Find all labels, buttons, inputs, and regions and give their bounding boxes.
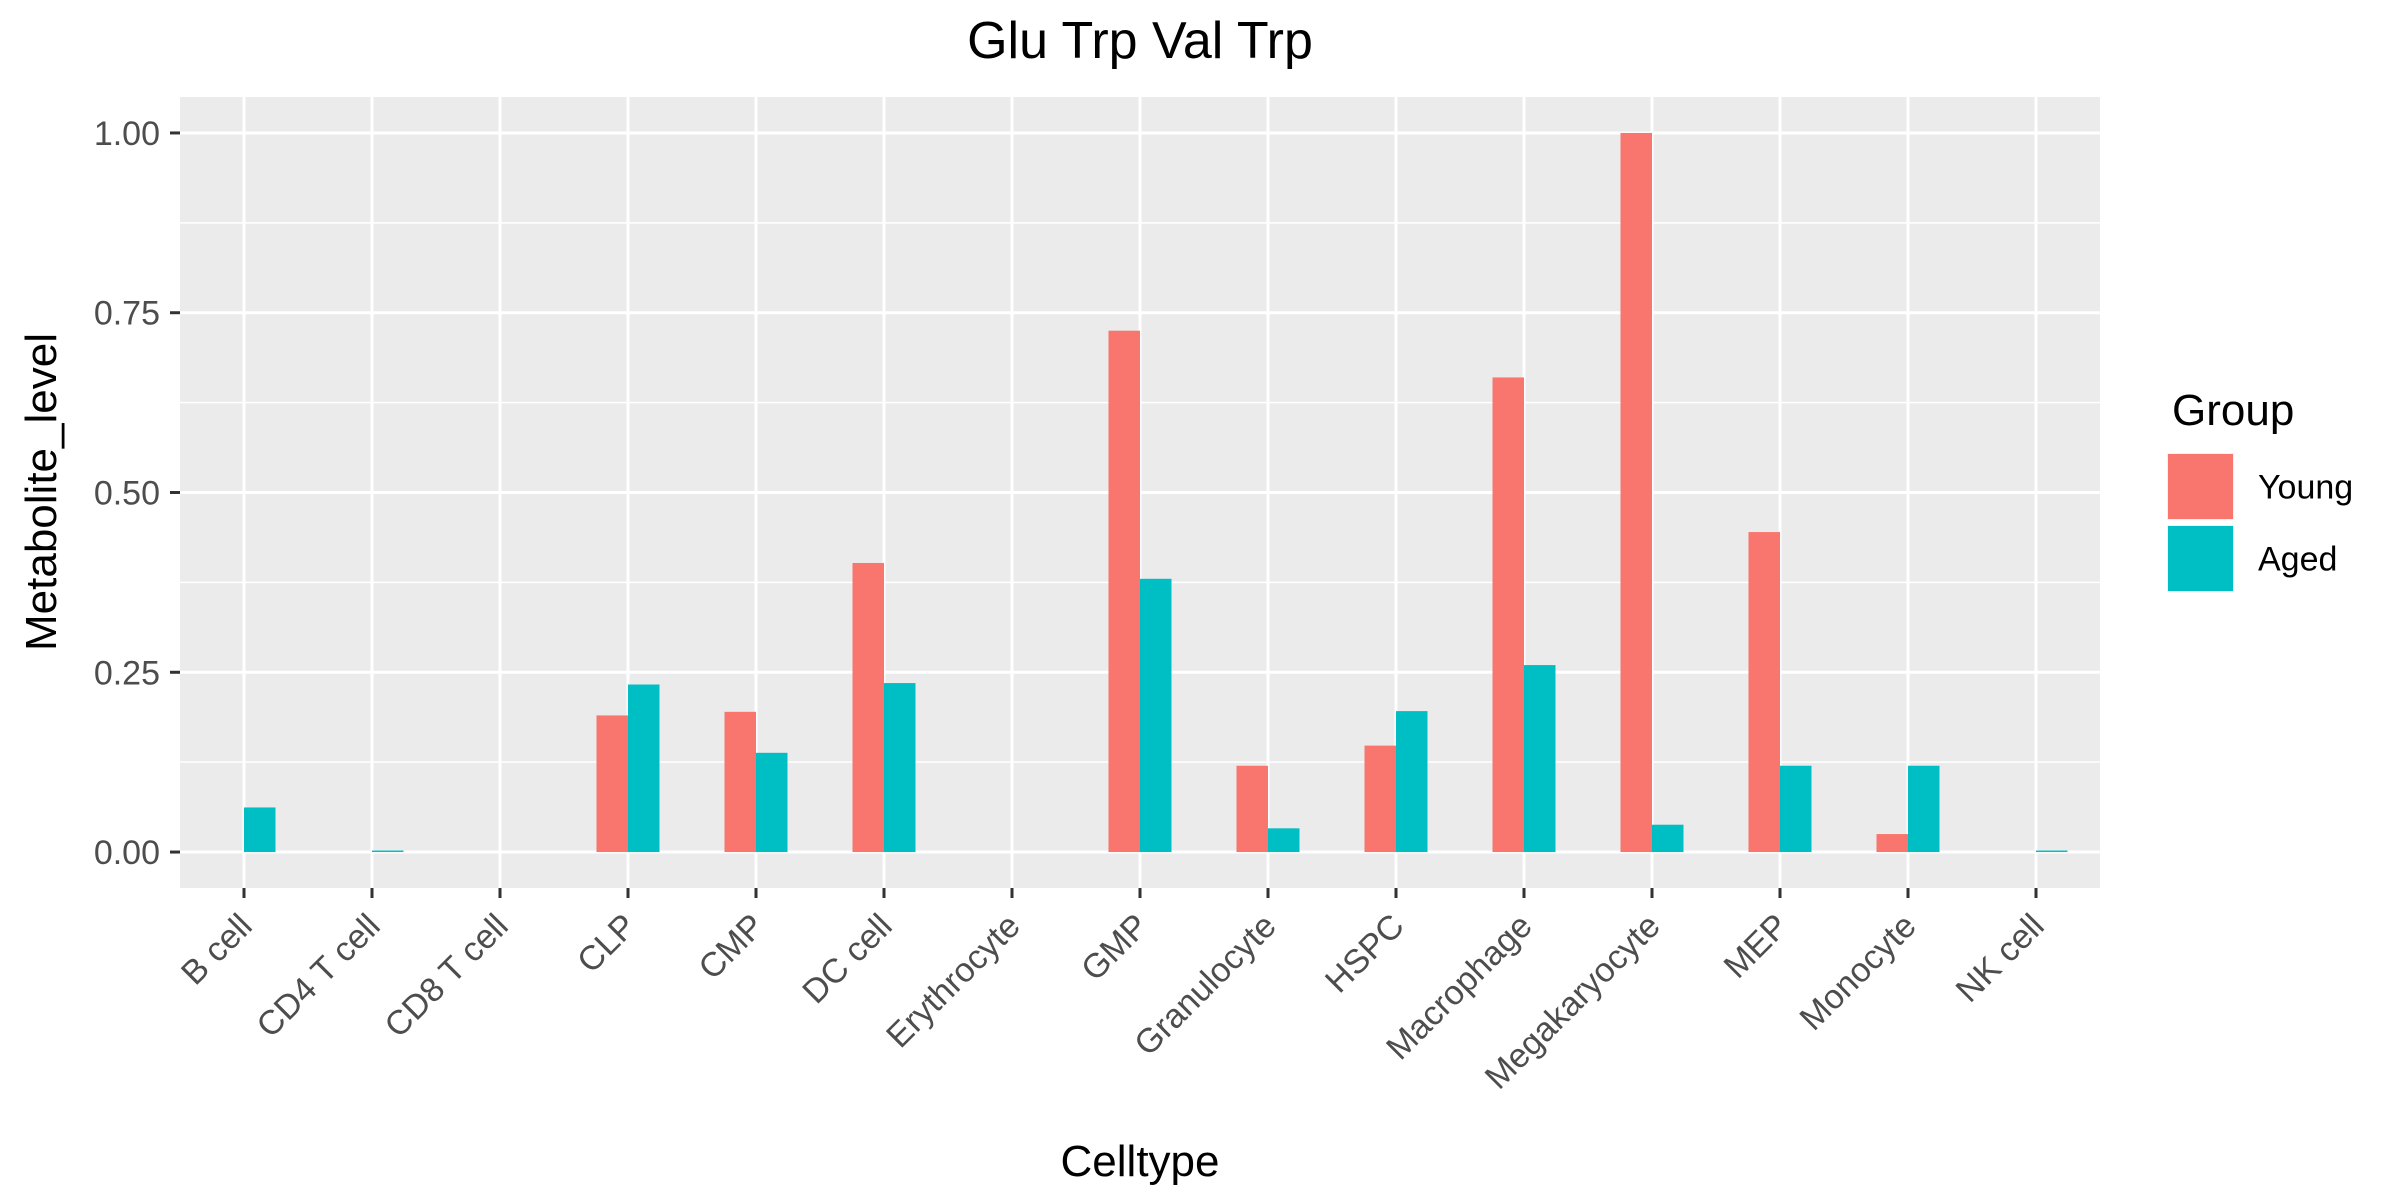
bar-young-granulocyte	[1236, 765, 1268, 853]
bar-aged-megakaryocyte	[1652, 824, 1684, 853]
legend-key-aged	[2168, 526, 2233, 591]
bar-aged-monocyte	[1908, 765, 1940, 853]
bar-aged-mep	[1780, 765, 1812, 853]
y-tick-label: 0.25	[94, 654, 160, 692]
x-axis-title: Celltype	[1061, 1137, 1220, 1186]
x-tick-label: CLP	[570, 907, 644, 981]
bar-young-monocyte	[1876, 834, 1908, 853]
bar-aged-clp	[628, 684, 660, 853]
bar-aged-macrophage	[1524, 665, 1556, 853]
legend-label-aged: Aged	[2258, 541, 2337, 579]
legend: Group Young Aged	[2167, 386, 2353, 592]
bar-young-cmp	[724, 711, 756, 853]
legend-key-young	[2168, 454, 2233, 519]
bar-aged-cd4-t-cell	[372, 850, 404, 853]
x-tick-label: HSPC	[1318, 907, 1412, 1001]
bar-aged-gmp	[1140, 578, 1172, 853]
x-tick-label: CD4 T cell	[249, 907, 387, 1045]
x-tick-label: NK cell	[1949, 907, 2052, 1010]
x-tick-label: Monocyte	[1793, 907, 1924, 1038]
x-tick-label: CD8 T cell	[377, 907, 515, 1045]
y-tick-label: 0.00	[94, 834, 160, 872]
x-tick-label: B cell	[174, 907, 260, 993]
x-tick-label: Erythrocyte	[879, 907, 1027, 1055]
x-tick-label: MEP	[1717, 907, 1796, 986]
y-axis-title: Metabolite_level	[17, 333, 66, 651]
legend-label-young: Young	[2258, 469, 2353, 507]
bars	[244, 132, 2068, 853]
bar-aged-dc-cell	[884, 683, 916, 853]
legend-title: Group	[2172, 386, 2294, 435]
bar-aged-granulocyte	[1268, 828, 1300, 853]
y-tick-label: 0.50	[94, 475, 160, 513]
bar-young-dc-cell	[852, 562, 884, 853]
y-tick-label: 1.00	[94, 115, 160, 153]
x-tick-label: DC cell	[795, 907, 899, 1011]
chart-title: Glu Trp Val Trp	[967, 12, 1313, 70]
bar-young-clp	[596, 715, 628, 853]
bar-aged-nk-cell	[2036, 850, 2068, 853]
x-tick-label: CMP	[691, 907, 771, 987]
bar-young-mep	[1748, 532, 1780, 853]
x-tick-label: GMP	[1074, 907, 1156, 989]
y-tick-label: 0.75	[94, 295, 160, 333]
bar-young-megakaryocyte	[1620, 132, 1652, 853]
bar-aged-cmp	[756, 752, 788, 853]
bar-aged-b-cell	[244, 807, 276, 853]
bar-young-hspc	[1364, 745, 1396, 853]
bar-young-gmp	[1108, 330, 1140, 853]
bar-young-macrophage	[1492, 377, 1524, 853]
bar-aged-hspc	[1396, 711, 1428, 853]
